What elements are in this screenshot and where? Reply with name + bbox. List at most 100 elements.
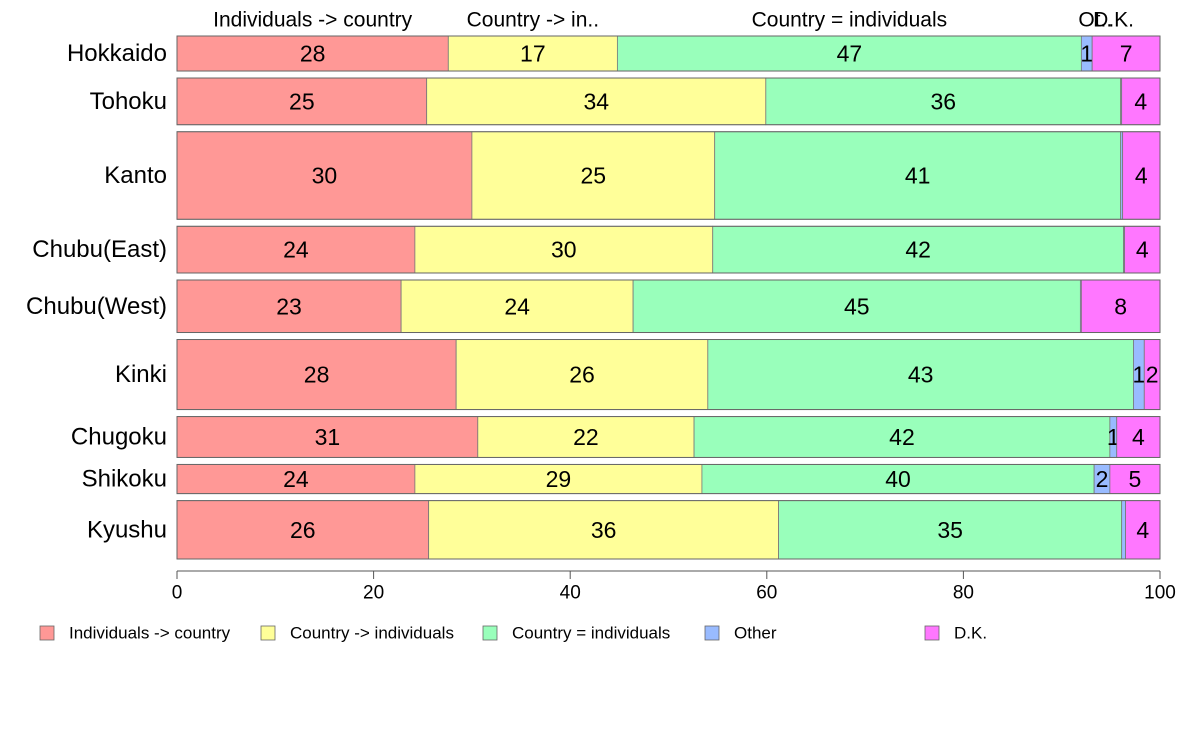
category-label-hokkaido: Hokkaido [67, 40, 167, 67]
data-label-kinki-individuals-country: 28 [304, 362, 330, 388]
data-label-hokkaido-d-k: 7 [1120, 41, 1133, 67]
legend-swatch-individuals-country [39, 625, 55, 641]
column-header-country-individuals: Country = individuals [752, 9, 948, 32]
data-label-hokkaido-individuals-country: 28 [300, 41, 326, 67]
data-label-tohoku-country-individuals: 34 [583, 88, 609, 114]
legend-swatch-d-k [924, 625, 940, 641]
category-label-chugoku: Chugoku [71, 424, 167, 451]
category-label-shikoku: Shikoku [82, 466, 167, 493]
bar-segment-chubu-west-individuals-country [176, 279, 402, 333]
category-label-kanto: Kanto [104, 162, 167, 189]
data-label-shikoku-other: 2 [1096, 466, 1109, 492]
data-label-chubu-east-country-individuals: 42 [905, 237, 931, 263]
category-label-chubu-west: Chubu(West) [26, 293, 167, 320]
data-label-chubu-east-country-individuals: 30 [551, 237, 577, 263]
data-label-chubu-east-d-k: 4 [1136, 237, 1149, 263]
data-label-kanto-d-k: 4 [1135, 163, 1148, 189]
category-label-chubu-east: Chubu(East) [32, 236, 167, 263]
bar-outline-kanto [176, 131, 1161, 220]
data-label-kinki-country-individuals: 26 [569, 362, 595, 388]
bar-outline-chugoku [176, 416, 1161, 458]
data-label-chubu-west-country-individuals: 45 [844, 293, 870, 319]
bar-segment-shikoku-country-individuals [414, 464, 703, 495]
data-label-kanto-country-individuals: 25 [581, 163, 607, 189]
bar-outline-tohoku [176, 77, 1161, 126]
x-tick-label-100: 100 [1144, 583, 1176, 604]
bar-segment-shikoku-d-k [1109, 464, 1161, 495]
x-tick-label-20: 20 [363, 583, 384, 604]
legend-label-d-k: D.K. [954, 624, 987, 643]
legend-swatch-other [704, 625, 720, 641]
data-label-chugoku-d-k: 4 [1132, 424, 1145, 450]
data-label-shikoku-country-individuals: 29 [546, 466, 572, 492]
bar-segment-chugoku-country-individuals [693, 416, 1111, 458]
legend-swatch-country-individuals [260, 625, 276, 641]
data-label-kyushu-country-individuals: 35 [937, 517, 963, 543]
legend-label-other: Other [734, 624, 777, 643]
bar-segment-chubu-east-country-individuals [414, 225, 714, 274]
x-tick-label-0: 0 [172, 583, 183, 604]
data-label-kinki-d-k: 2 [1146, 362, 1159, 388]
column-header-d-k: D.K. [1093, 9, 1134, 32]
x-tick-label-60: 60 [756, 583, 777, 604]
bar-segment-kyushu-country-individuals [428, 500, 779, 560]
data-label-chubu-west-individuals-country: 23 [276, 293, 302, 319]
bar-segment-kanto-country-individuals [471, 131, 716, 220]
bar-outline-chubu-east [176, 225, 1161, 274]
bar-outline-shikoku [176, 463, 1161, 495]
bar-segment-hokkaido-country-individuals [447, 35, 618, 72]
category-label-tohoku: Tohoku [90, 88, 167, 115]
data-label-shikoku-d-k: 5 [1129, 466, 1142, 492]
bar-outline-kinki [176, 339, 1161, 411]
bar-segment-hokkaido-individuals-country [176, 35, 449, 72]
x-tick-label-80: 80 [953, 583, 974, 604]
data-label-kyushu-country-individuals: 36 [591, 517, 617, 543]
legend-label-country-individuals: Country = individuals [512, 624, 670, 643]
data-label-tohoku-d-k: 4 [1134, 88, 1147, 114]
bar-segment-kyushu-other [1121, 500, 1126, 560]
data-label-chubu-west-d-k: 8 [1114, 293, 1127, 319]
bar-segment-chubu-east-individuals-country [176, 225, 416, 274]
data-label-kyushu-individuals-country: 26 [290, 517, 316, 543]
bar-segment-tohoku-country-individuals [765, 77, 1122, 126]
data-label-tohoku-country-individuals: 36 [930, 88, 956, 114]
data-label-chugoku-country-individuals: 22 [573, 424, 599, 450]
bar-segment-shikoku-country-individuals [701, 464, 1095, 495]
data-label-kinki-country-individuals: 43 [908, 362, 934, 388]
category-label-kinki: Kinki [115, 361, 167, 388]
x-tick-label-40: 40 [560, 583, 581, 604]
data-label-chubu-west-country-individuals: 24 [504, 293, 530, 319]
data-label-kanto-individuals-country: 30 [312, 163, 338, 189]
data-label-tohoku-individuals-country: 25 [289, 88, 315, 114]
column-header-other: Ot.. [1078, 9, 1112, 32]
data-label-shikoku-individuals-country: 24 [283, 466, 309, 492]
bar-segment-kyushu-country-individuals [778, 500, 1123, 560]
bar-segment-chubu-west-country-individuals [632, 279, 1081, 333]
bar-segment-kinki-country-individuals [707, 339, 1134, 410]
legend-label-country-individuals: Country -> individuals [290, 624, 454, 643]
data-label-chugoku-country-individuals: 42 [889, 424, 915, 450]
bar-outline-kyushu [176, 500, 1161, 560]
bar-segment-chubu-east-country-individuals [712, 225, 1125, 274]
bar-segment-chubu-west-country-individuals [400, 279, 634, 333]
legend-swatch-country-individuals [482, 625, 498, 641]
bar-segment-kanto-country-individuals [714, 131, 1122, 220]
column-header-individuals-country: Individuals -> country [213, 9, 413, 32]
column-header-country-individuals: Country -> in.. [467, 9, 599, 32]
bar-segment-kinki-individuals-country [176, 339, 457, 410]
bar-outline-hokkaido [176, 35, 1161, 72]
bar-segment-kyushu-d-k [1125, 500, 1161, 560]
data-label-kanto-country-individuals: 41 [905, 163, 931, 189]
category-label-kyushu: Kyushu [87, 516, 167, 543]
data-label-hokkaido-other: 1 [1080, 41, 1093, 67]
data-label-hokkaido-country-individuals: 17 [520, 41, 546, 67]
bar-segment-chugoku-individuals-country [176, 416, 479, 458]
data-label-hokkaido-country-individuals: 47 [837, 41, 863, 67]
bar-segment-chubu-east-d-k [1124, 225, 1161, 274]
bar-segment-chubu-west-d-k [1080, 279, 1161, 333]
data-label-chugoku-individuals-country: 31 [315, 424, 341, 450]
data-label-chubu-east-individuals-country: 24 [283, 237, 309, 263]
legend-label-individuals-country: Individuals -> country [69, 624, 231, 643]
